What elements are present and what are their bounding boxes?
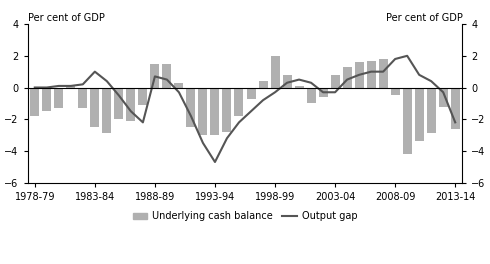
Bar — [150, 64, 159, 87]
Bar — [451, 87, 460, 129]
Bar — [331, 75, 340, 87]
Bar — [343, 67, 352, 87]
Bar — [186, 87, 196, 127]
Bar — [211, 87, 220, 135]
Bar — [174, 83, 183, 87]
Bar — [294, 86, 304, 87]
Bar — [198, 87, 207, 135]
Bar — [391, 87, 400, 95]
Bar — [114, 87, 123, 119]
Bar — [54, 87, 63, 108]
Bar — [355, 62, 364, 87]
Bar — [403, 87, 412, 154]
Bar — [415, 87, 424, 142]
Bar — [126, 87, 135, 121]
Bar — [90, 87, 99, 127]
Bar — [138, 87, 147, 105]
Bar — [427, 87, 436, 134]
Bar — [78, 87, 87, 108]
Bar — [246, 87, 255, 98]
Legend: Underlying cash balance, Output gap: Underlying cash balance, Output gap — [128, 208, 362, 225]
Bar — [222, 87, 231, 132]
Bar — [439, 87, 448, 107]
Text: Per cent of GDP: Per cent of GDP — [27, 12, 104, 22]
Bar — [259, 81, 268, 87]
Bar — [30, 87, 39, 116]
Bar — [307, 87, 316, 103]
Text: Per cent of GDP: Per cent of GDP — [386, 12, 463, 22]
Bar — [235, 87, 244, 116]
Bar — [66, 86, 75, 87]
Bar — [42, 87, 51, 111]
Bar — [283, 75, 292, 87]
Bar — [102, 87, 111, 134]
Bar — [379, 59, 388, 87]
Bar — [270, 56, 279, 87]
Bar — [318, 87, 328, 97]
Bar — [367, 60, 376, 87]
Bar — [162, 64, 171, 87]
